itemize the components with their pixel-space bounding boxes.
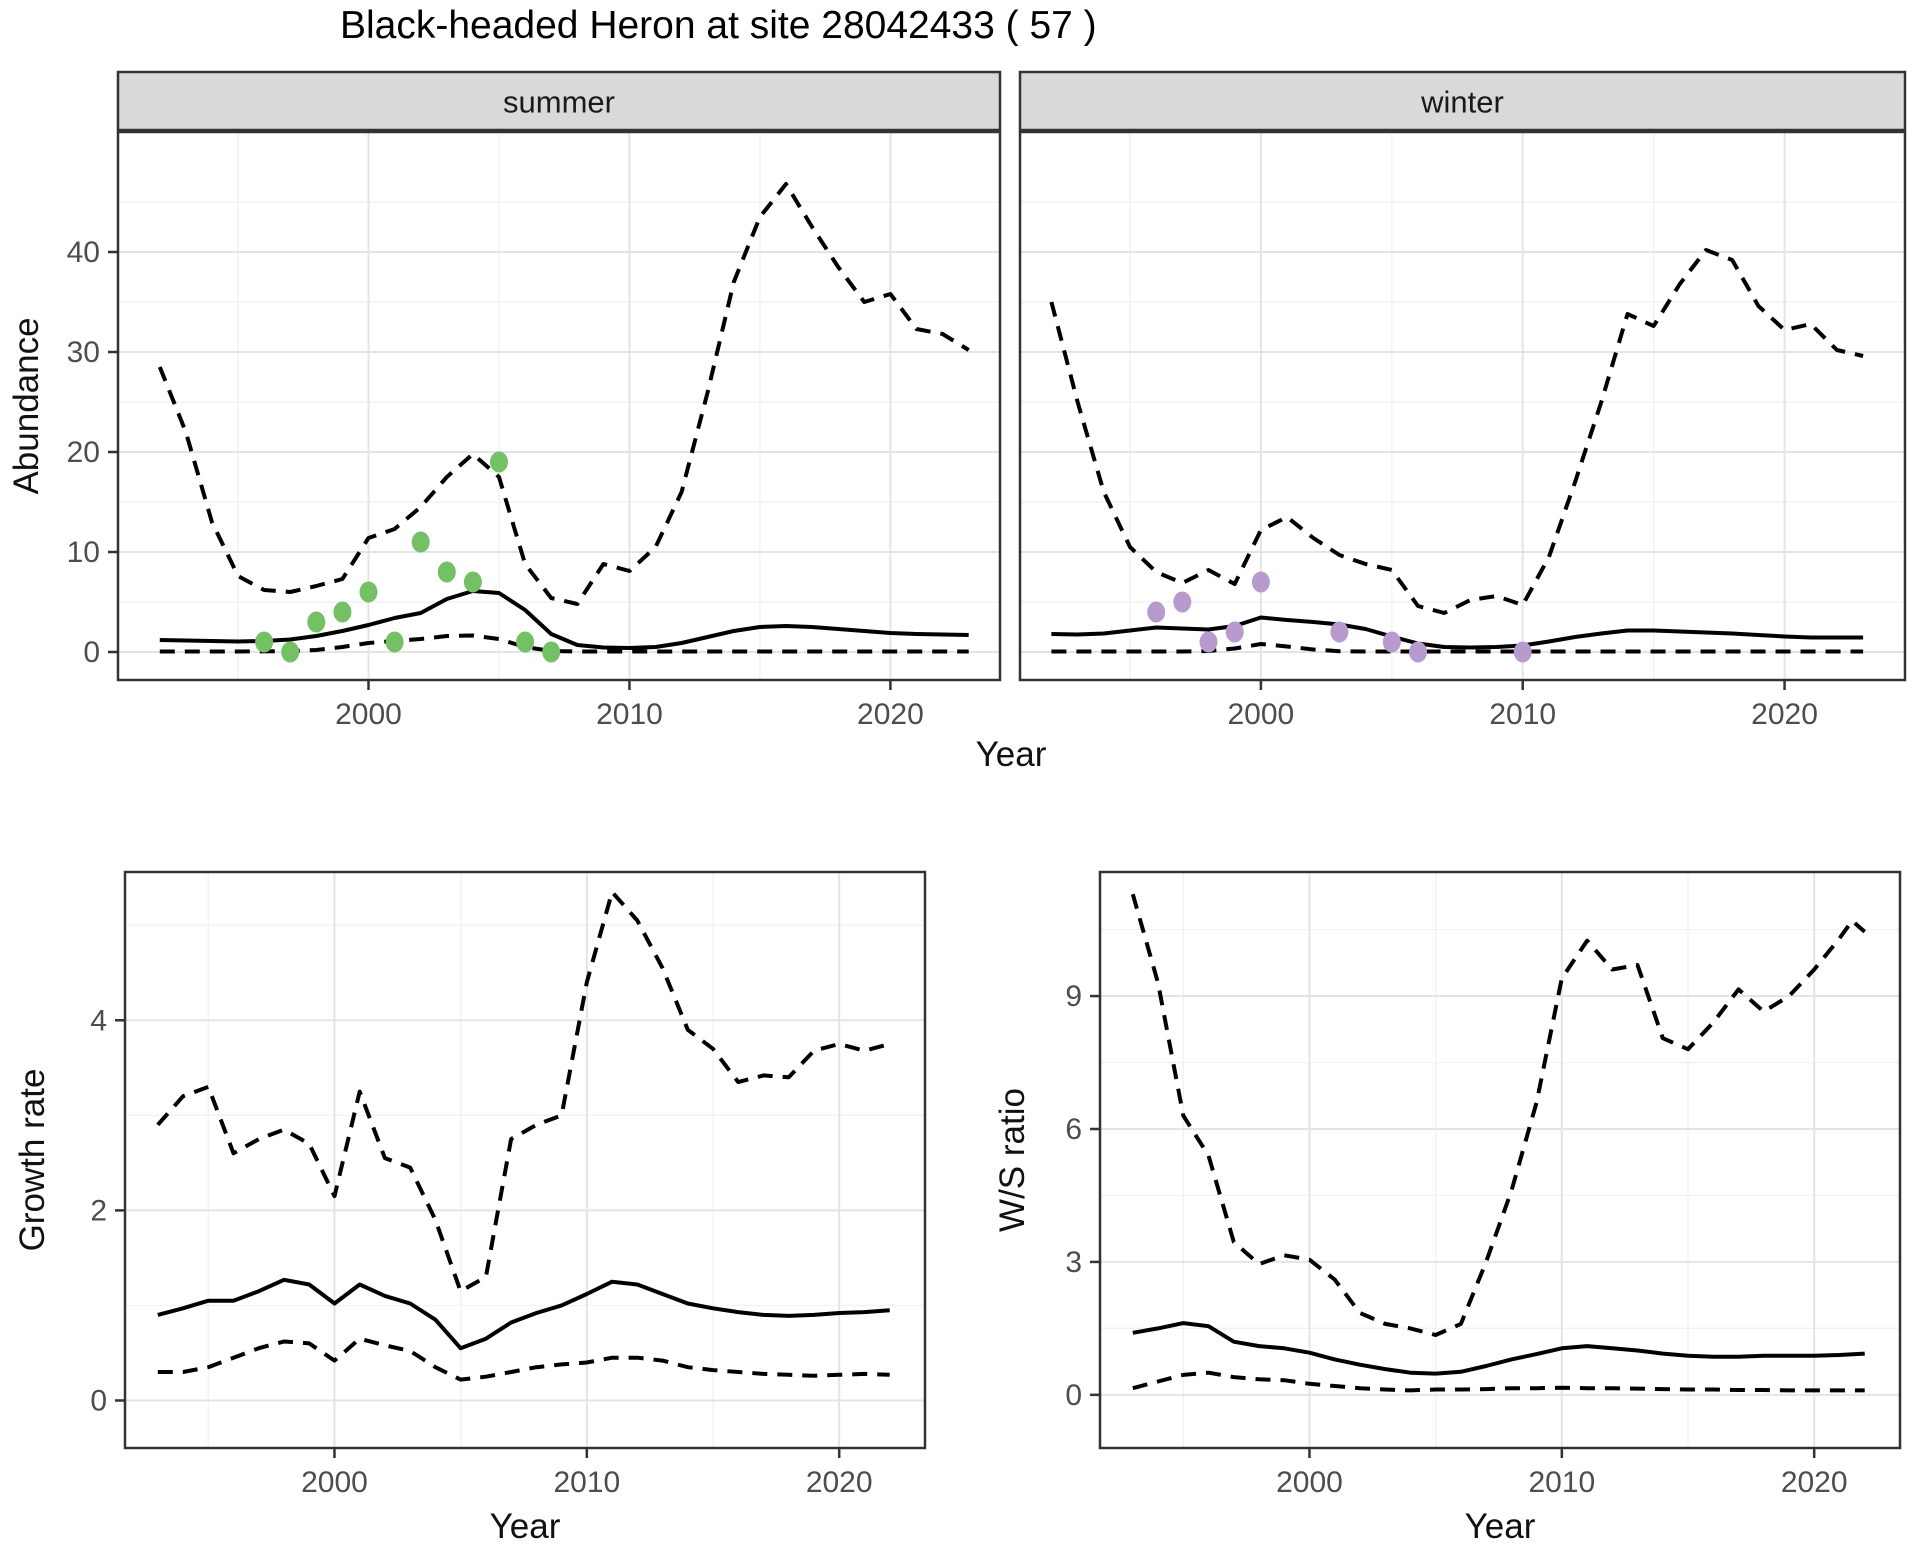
x-tick-label: 2020 [806, 1466, 873, 1499]
panel-border [123, 870, 927, 1450]
panel-border [1098, 870, 1902, 1450]
abundance-winter-observation-point [1173, 591, 1192, 613]
ws-ratio-upper_ci-line [1130, 893, 1867, 1337]
y-tick-label: 20 [67, 436, 100, 469]
abundance-summer-observation-point [463, 571, 482, 593]
y-tick-label: 0 [83, 636, 100, 669]
abundance-axis-label: Abundance [7, 317, 46, 494]
x-tick-label: 2000 [301, 1466, 368, 1499]
abundance-winter-observation-point [1225, 621, 1244, 643]
x-tick-label: 2020 [1781, 1466, 1848, 1499]
growth-rate-axis-label: Growth rate [13, 1069, 52, 1252]
panel-abundance-summer: summer 2000 2010 2020 0 10 20 30 40 [67, 70, 1002, 731]
panel-border [116, 130, 1002, 682]
growth-year-axis-label: Year [490, 1507, 561, 1546]
ws-year-axis-label: Year [1465, 1507, 1536, 1546]
facet-label-winter: winter [1420, 85, 1504, 120]
x-tick-label: 2010 [596, 698, 663, 731]
top-year-axis-label: Year [976, 735, 1047, 774]
growth-rate-lower_ci-line [157, 1336, 890, 1382]
y-tick-label: 40 [67, 236, 100, 269]
abundance-summer-observation-point [255, 631, 274, 653]
abundance-summer-observation-point [359, 581, 378, 603]
abundance-summer-observation-point [281, 641, 300, 663]
panel-growth-rate: 2000 2010 2020 0 2 4 [90, 870, 927, 1499]
abundance-winter-upper_ci-line [1049, 248, 1864, 615]
x-tick-label: 2010 [1489, 698, 1556, 731]
y-tick-label: 10 [67, 536, 100, 569]
abundance-summer-upper_ci-line [157, 182, 970, 606]
ws-ratio-lower_ci-line [1132, 1370, 1865, 1393]
panel-ws-ratio: 2000 2010 2020 0 3 6 9 [1065, 870, 1902, 1499]
x-tick-label: 2010 [1528, 1466, 1595, 1499]
abundance-summer-observation-point [333, 601, 352, 623]
y-tick-label: 9 [1065, 980, 1082, 1013]
abundance-winter-observation-point [1382, 631, 1401, 653]
y-tick-label: 3 [1065, 1246, 1082, 1279]
abundance-summer-observation-point [490, 451, 508, 473]
abundance-summer-observation-point [411, 531, 430, 553]
abundance-summer-observation-point [542, 641, 561, 663]
abundance-winter-observation-point [1409, 641, 1427, 663]
ws-ratio-median-line [1132, 1321, 1865, 1376]
y-tick-label: 0 [1065, 1379, 1082, 1412]
abundance-winter-observation-point [1147, 601, 1166, 623]
growth-rate-median-line [157, 1277, 890, 1351]
abundance-winter-observation-point [1199, 631, 1218, 653]
abundance-summer-median-line [159, 589, 969, 650]
abundance-winter-lower_ci-line [1051, 642, 1864, 654]
x-tick-label: 2000 [1276, 1466, 1343, 1499]
abundance-winter-observation-point [1251, 571, 1270, 593]
abundance-winter-observation-point [1513, 641, 1532, 663]
abundance-summer-observation-point [307, 611, 326, 633]
y-tick-label: 30 [67, 336, 100, 369]
facet-strip-summer [116, 70, 1002, 132]
y-tick-label: 0 [90, 1384, 107, 1417]
panel-border [1018, 130, 1907, 682]
abundance-winter-observation-point [1330, 621, 1349, 643]
x-tick-label: 2020 [1751, 698, 1818, 731]
ws-ratio-axis-label: W/S ratio [993, 1088, 1032, 1232]
panel-abundance-winter: winter 2000 2010 2020 [1018, 70, 1907, 731]
abundance-summer-observation-point [516, 631, 535, 653]
x-tick-label: 2020 [857, 698, 924, 731]
y-tick-label: 2 [90, 1194, 107, 1227]
chart-title: Black-headed Heron at site 28042433 ( 57… [340, 4, 1097, 47]
x-tick-label: 2000 [1228, 698, 1295, 731]
abundance-winter-median-line [1051, 615, 1864, 650]
x-tick-label: 2010 [553, 1466, 620, 1499]
y-tick-label: 4 [90, 1004, 107, 1037]
abundance-summer-observation-point [437, 561, 456, 583]
y-tick-label: 6 [1065, 1113, 1082, 1146]
facet-label-summer: summer [503, 85, 615, 120]
facet-strip-winter [1018, 70, 1907, 132]
abundance-summer-observation-point [385, 631, 404, 653]
growth-rate-upper_ci-line [156, 890, 891, 1294]
x-tick-label: 2000 [335, 698, 402, 731]
